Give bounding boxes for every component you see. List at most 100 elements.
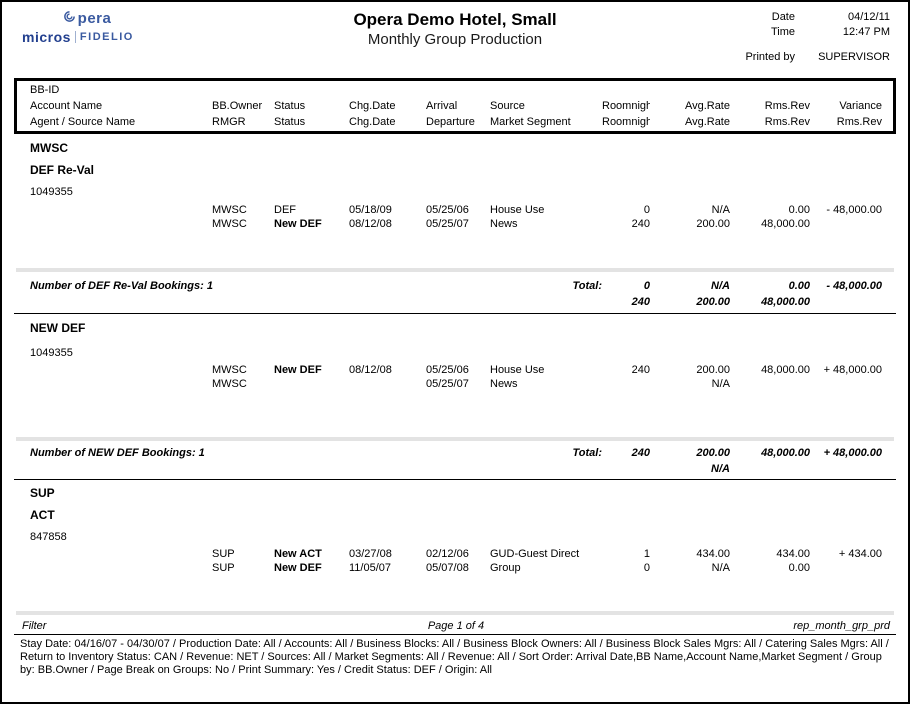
status-group-heading: NEW DEF	[30, 321, 86, 335]
owner-group-heading: SUP	[30, 486, 55, 500]
agent-source-header: Agent / Source Name	[30, 116, 136, 128]
bb-owner-cell: SUP	[212, 562, 235, 574]
market-segment-cell: News	[490, 378, 518, 390]
report-subtitle: Monthly Group Production	[367, 31, 543, 48]
chg-date-cell: 05/18/09	[349, 204, 392, 216]
rms-rev-cell: 0.00	[788, 204, 810, 216]
time-row: Time 12:47 PM	[715, 25, 890, 40]
bb-owner-cell: MWSC	[212, 218, 247, 230]
roomnights-cell: 240	[631, 218, 650, 230]
footer-separator	[16, 611, 894, 615]
status-group-heading: ACT	[30, 508, 55, 522]
rms-rev-cell: 0.00	[788, 562, 810, 574]
avg-rate-cell: N/A	[711, 378, 730, 390]
page-number: Page 1 of 4	[427, 620, 485, 632]
total-roomnights: 240	[631, 296, 650, 308]
owner-group-heading: MWSC	[30, 141, 68, 155]
total-roomnights: 240	[631, 447, 650, 459]
chg-date-cell: 08/12/08	[349, 218, 392, 230]
date-value: 04/12/11	[847, 11, 890, 23]
total-roomnights	[602, 462, 650, 476]
roomnights-header2: Roomnights	[602, 116, 650, 128]
total-avg-rate: 200.00	[696, 296, 730, 308]
bookings-count-label: Number of DEF Re-Val Bookings: 1	[30, 280, 213, 292]
booking-row: SUP New ACT 03/27/08 02/12/06 GUD-Guest …	[14, 547, 900, 561]
printed-by-value: SUPERVISOR	[818, 51, 890, 63]
fidelio-wordmark-text: FIDELIO	[79, 31, 134, 43]
avg-rate-cell: 200.00	[696, 364, 730, 376]
bb-owner-cell: MWSC	[212, 364, 247, 376]
chg-date-cell	[349, 377, 426, 391]
variance-cell: + 48,000.00	[823, 364, 882, 376]
section-separator	[16, 268, 894, 272]
total-label: Total:	[572, 447, 602, 459]
variance-cell	[810, 217, 882, 231]
section-separator	[16, 437, 894, 441]
date-row: Date 04/12/11	[715, 10, 890, 25]
variance-cell	[810, 377, 882, 391]
bb-id-value: 847858	[30, 531, 67, 543]
status-cell: New DEF	[274, 364, 322, 376]
group-total-row2: 240 200.00 48,000.00	[14, 295, 900, 309]
total-variance	[810, 462, 882, 476]
arrival-header: Arrival	[426, 100, 458, 112]
market-segment-header: Market Segment	[490, 116, 571, 128]
departure-cell: 05/07/08	[426, 562, 469, 574]
source-cell: House Use	[490, 364, 545, 376]
booking-row: MWSC New DEF 08/12/08 05/25/07 News 240 …	[14, 217, 900, 231]
account-name-header: Account Name	[30, 100, 103, 112]
printed-by-label: Printed by	[745, 51, 795, 63]
market-segment-cell: News	[490, 218, 518, 230]
report-title: Opera Demo Hotel, Small	[353, 10, 557, 29]
section-rule	[14, 313, 896, 314]
booking-row: SUP New DEF 11/05/07 05/07/08 Group 0 N/…	[14, 561, 900, 575]
avg-rate-cell: N/A	[711, 562, 730, 574]
rms-rev-cell: 48,000.00	[761, 218, 810, 230]
bb-owner-header: BB.Owner	[212, 100, 263, 112]
roomnights-cell: 240	[631, 364, 650, 376]
status-cell: New DEF	[274, 218, 322, 230]
chg-date-cell: 03/27/08	[349, 548, 392, 560]
filter-criteria-text: Stay Date: 04/16/07 - 04/30/07 / Product…	[20, 638, 889, 676]
roomnights-cell: 1	[643, 548, 650, 560]
rms-rev-header2: Rms.Rev	[764, 116, 810, 128]
time-value: 12:47 PM	[842, 26, 890, 38]
chg-date-cell: 11/05/07	[349, 562, 392, 574]
rms-rev-cell: 434.00	[776, 548, 810, 560]
total-rms-rev: 0.00	[788, 280, 810, 292]
booking-row: MWSC New DEF 08/12/08 05/25/06 House Use…	[14, 363, 900, 377]
total-avg-rate: 200.00	[696, 447, 730, 459]
group-total-row2: N/A	[14, 462, 900, 476]
printed-by-row: Printed by SUPERVISOR	[715, 50, 890, 65]
variance-cell: + 434.00	[838, 548, 882, 560]
booking-row: MWSC 05/25/07 News N/A	[14, 377, 900, 391]
bb-id-value: 1049355	[30, 186, 73, 198]
status-cell: New ACT	[274, 548, 322, 560]
report-header: pera micros FIDELIO Opera Demo Hotel, Sm…	[2, 2, 908, 78]
group-total-row: Number of NEW DEF Bookings: 1 Total: 240…	[14, 446, 900, 460]
bookings-count-label: Number of NEW DEF Bookings: 1	[30, 447, 205, 459]
total-variance	[810, 295, 882, 309]
chg-date-header2: Chg.Date	[349, 116, 396, 128]
bb-owner-cell: MWSC	[212, 378, 247, 390]
status-header2: Status	[274, 116, 306, 128]
rms-rev-header: Rms.Rev	[764, 100, 810, 112]
account-name-cell	[30, 363, 212, 377]
avg-rate-cell: 434.00	[696, 548, 730, 560]
avg-rate-cell: N/A	[711, 204, 730, 216]
source-cell: House Use	[490, 204, 545, 216]
departure-header: Departure	[426, 116, 475, 128]
status-cell: New DEF	[274, 562, 322, 574]
variance-header: Variance	[839, 100, 882, 112]
bb-owner-cell: MWSC	[212, 204, 247, 216]
status-group-heading: DEF Re-Val	[30, 163, 95, 177]
departure-cell: 05/25/07	[426, 378, 469, 390]
section-rule	[14, 479, 896, 480]
source-header: Source	[490, 100, 525, 112]
report-meta: Date 04/12/11 Time 12:47 PM Printed by S…	[715, 10, 890, 65]
arrival-cell: 02/12/06	[426, 548, 469, 560]
roomnights-cell: 0	[643, 204, 650, 216]
variance-cell	[810, 561, 882, 575]
roomnights-cell: 0	[643, 562, 650, 574]
